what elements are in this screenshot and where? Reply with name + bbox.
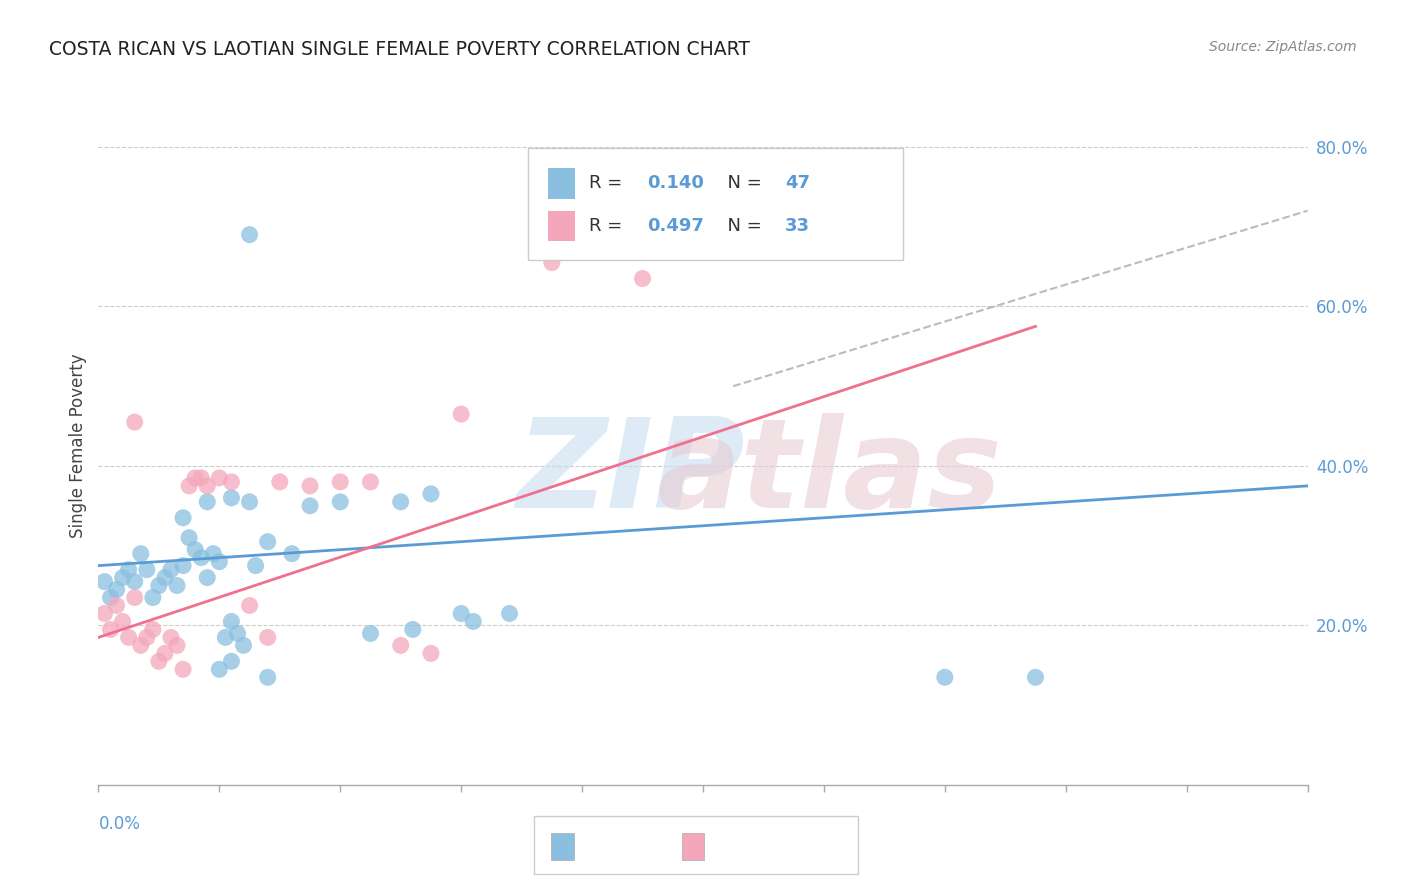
Point bbox=[111, 571, 134, 585]
Text: 33: 33 bbox=[785, 217, 810, 235]
Point bbox=[329, 495, 352, 509]
Point bbox=[214, 631, 236, 645]
Point bbox=[93, 574, 115, 589]
Point bbox=[245, 558, 267, 573]
FancyBboxPatch shape bbox=[527, 148, 903, 260]
Point bbox=[256, 631, 278, 645]
Point bbox=[124, 574, 146, 589]
Text: Source: ZipAtlas.com: Source: ZipAtlas.com bbox=[1209, 40, 1357, 54]
Point bbox=[221, 654, 243, 668]
Point bbox=[124, 591, 146, 605]
Point bbox=[389, 495, 412, 509]
Point bbox=[100, 623, 122, 637]
Point bbox=[184, 542, 207, 557]
Point bbox=[281, 547, 304, 561]
Point bbox=[118, 631, 141, 645]
Point bbox=[256, 534, 278, 549]
Text: N =: N = bbox=[716, 174, 768, 193]
Text: 47: 47 bbox=[785, 174, 810, 193]
Point bbox=[221, 491, 243, 505]
Point bbox=[239, 227, 262, 242]
Point bbox=[232, 639, 254, 653]
Point bbox=[135, 563, 157, 577]
Point bbox=[160, 631, 183, 645]
Point bbox=[195, 571, 218, 585]
Point bbox=[105, 582, 128, 597]
Y-axis label: Single Female Poverty: Single Female Poverty bbox=[69, 354, 87, 538]
Point bbox=[239, 599, 262, 613]
Point bbox=[148, 654, 170, 668]
Text: ZIP: ZIP bbox=[516, 413, 745, 533]
Point bbox=[179, 479, 201, 493]
Point bbox=[450, 607, 472, 621]
FancyBboxPatch shape bbox=[548, 211, 575, 241]
Point bbox=[450, 407, 472, 421]
Point bbox=[208, 471, 231, 485]
Text: atlas: atlas bbox=[657, 413, 1002, 533]
Point bbox=[299, 499, 322, 513]
Point bbox=[299, 479, 322, 493]
Text: Laotians: Laotians bbox=[711, 839, 779, 854]
Point bbox=[1024, 670, 1046, 684]
Point bbox=[221, 615, 243, 629]
Point bbox=[420, 487, 443, 501]
Text: N =: N = bbox=[716, 217, 768, 235]
Point bbox=[329, 475, 352, 489]
Point bbox=[190, 550, 212, 565]
Point bbox=[402, 623, 425, 637]
Point bbox=[463, 615, 485, 629]
Point bbox=[195, 495, 218, 509]
Point bbox=[148, 578, 170, 592]
Point bbox=[269, 475, 291, 489]
Point bbox=[934, 670, 956, 684]
Point bbox=[166, 578, 188, 592]
Point bbox=[239, 495, 262, 509]
Point bbox=[631, 271, 654, 285]
Text: R =: R = bbox=[589, 217, 628, 235]
Point bbox=[389, 639, 412, 653]
Text: 0.140: 0.140 bbox=[647, 174, 704, 193]
Point bbox=[172, 558, 194, 573]
Point bbox=[153, 646, 176, 660]
Point bbox=[105, 599, 128, 613]
Point bbox=[172, 510, 194, 524]
Point bbox=[172, 662, 194, 676]
Text: 0.0%: 0.0% bbox=[98, 815, 141, 833]
Point bbox=[226, 626, 249, 640]
Text: Costa Ricans: Costa Ricans bbox=[581, 839, 683, 854]
Point bbox=[540, 255, 562, 269]
Point bbox=[221, 475, 243, 489]
Point bbox=[129, 547, 152, 561]
Point bbox=[208, 662, 231, 676]
FancyBboxPatch shape bbox=[548, 168, 575, 199]
Point bbox=[420, 646, 443, 660]
Point bbox=[360, 626, 382, 640]
Point bbox=[190, 471, 212, 485]
Point bbox=[498, 607, 520, 621]
Point bbox=[202, 547, 225, 561]
Point bbox=[111, 615, 134, 629]
Point bbox=[135, 631, 157, 645]
Point bbox=[360, 475, 382, 489]
Point bbox=[124, 415, 146, 429]
Point bbox=[153, 571, 176, 585]
Text: R =: R = bbox=[589, 174, 628, 193]
Point bbox=[184, 471, 207, 485]
Point bbox=[129, 639, 152, 653]
Point bbox=[179, 531, 201, 545]
Text: COSTA RICAN VS LAOTIAN SINGLE FEMALE POVERTY CORRELATION CHART: COSTA RICAN VS LAOTIAN SINGLE FEMALE POV… bbox=[49, 40, 751, 59]
Point bbox=[160, 563, 183, 577]
Point bbox=[93, 607, 115, 621]
Point bbox=[166, 639, 188, 653]
Point bbox=[118, 563, 141, 577]
Point bbox=[142, 591, 165, 605]
Point bbox=[195, 479, 218, 493]
Point bbox=[100, 591, 122, 605]
Text: 0.497: 0.497 bbox=[647, 217, 704, 235]
Point bbox=[208, 555, 231, 569]
Point bbox=[256, 670, 278, 684]
Point bbox=[142, 623, 165, 637]
